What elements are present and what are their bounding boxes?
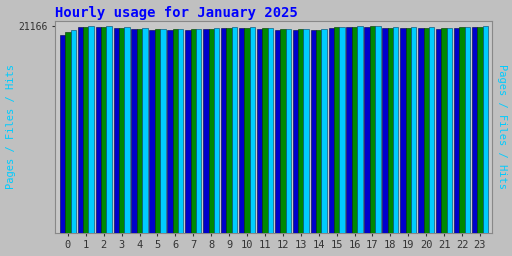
Bar (203, 29, 208, 233)
Bar (106, 26, 112, 233)
Bar (293, 29, 298, 233)
Bar (155, 29, 160, 233)
Bar (60, 35, 65, 233)
Bar (268, 28, 273, 233)
Bar (339, 27, 345, 233)
Bar (454, 28, 459, 233)
Bar (423, 28, 429, 233)
Bar (160, 28, 165, 233)
Bar (472, 27, 477, 233)
Bar (226, 28, 232, 233)
Bar (286, 29, 291, 233)
Bar (244, 28, 250, 233)
Bar (298, 29, 304, 233)
Bar (322, 29, 327, 233)
Bar (83, 27, 89, 233)
Bar (411, 27, 416, 233)
Bar (142, 28, 147, 233)
Bar (436, 29, 441, 233)
Bar (232, 27, 237, 233)
Bar (132, 29, 137, 233)
Bar (347, 27, 352, 233)
Bar (406, 28, 411, 233)
Bar (173, 29, 178, 233)
Bar (185, 29, 190, 233)
Bar (280, 29, 286, 233)
Bar (208, 28, 214, 233)
Bar (178, 29, 183, 233)
Bar (150, 29, 155, 233)
Bar (316, 30, 322, 233)
Bar (239, 28, 244, 233)
Bar (418, 28, 423, 233)
Bar (257, 29, 262, 233)
Bar (311, 30, 316, 233)
Bar (329, 28, 334, 233)
Text: Hourly usage for January 2025: Hourly usage for January 2025 (55, 6, 298, 19)
Bar (196, 28, 201, 233)
Bar (221, 28, 226, 233)
Bar (89, 26, 94, 233)
Bar (167, 30, 173, 233)
Bar (388, 28, 393, 233)
Bar (400, 28, 406, 233)
Bar (124, 27, 130, 233)
Bar (477, 27, 483, 233)
Bar (382, 28, 388, 233)
Bar (357, 26, 362, 233)
Bar (352, 27, 357, 233)
Bar (250, 27, 255, 233)
Bar (96, 27, 101, 233)
Text: Pages / Files / Hits: Pages / Files / Hits (497, 64, 507, 189)
Bar (447, 28, 452, 233)
Bar (365, 27, 370, 233)
Bar (429, 27, 434, 233)
Bar (393, 27, 398, 233)
Bar (334, 27, 339, 233)
Bar (370, 26, 375, 233)
Bar (375, 26, 380, 233)
Bar (214, 28, 219, 233)
Bar (137, 29, 142, 233)
Bar (114, 28, 119, 233)
Bar (71, 29, 76, 233)
Bar (119, 28, 124, 233)
Bar (465, 27, 470, 233)
Bar (262, 28, 268, 233)
Bar (459, 27, 465, 233)
Bar (65, 32, 71, 233)
Bar (78, 27, 83, 233)
Y-axis label: Pages / Files / Hits: Pages / Files / Hits (6, 64, 15, 189)
Bar (190, 29, 196, 233)
Bar (275, 30, 280, 233)
Bar (483, 26, 488, 233)
Bar (441, 28, 447, 233)
Bar (304, 28, 309, 233)
Bar (101, 27, 106, 233)
